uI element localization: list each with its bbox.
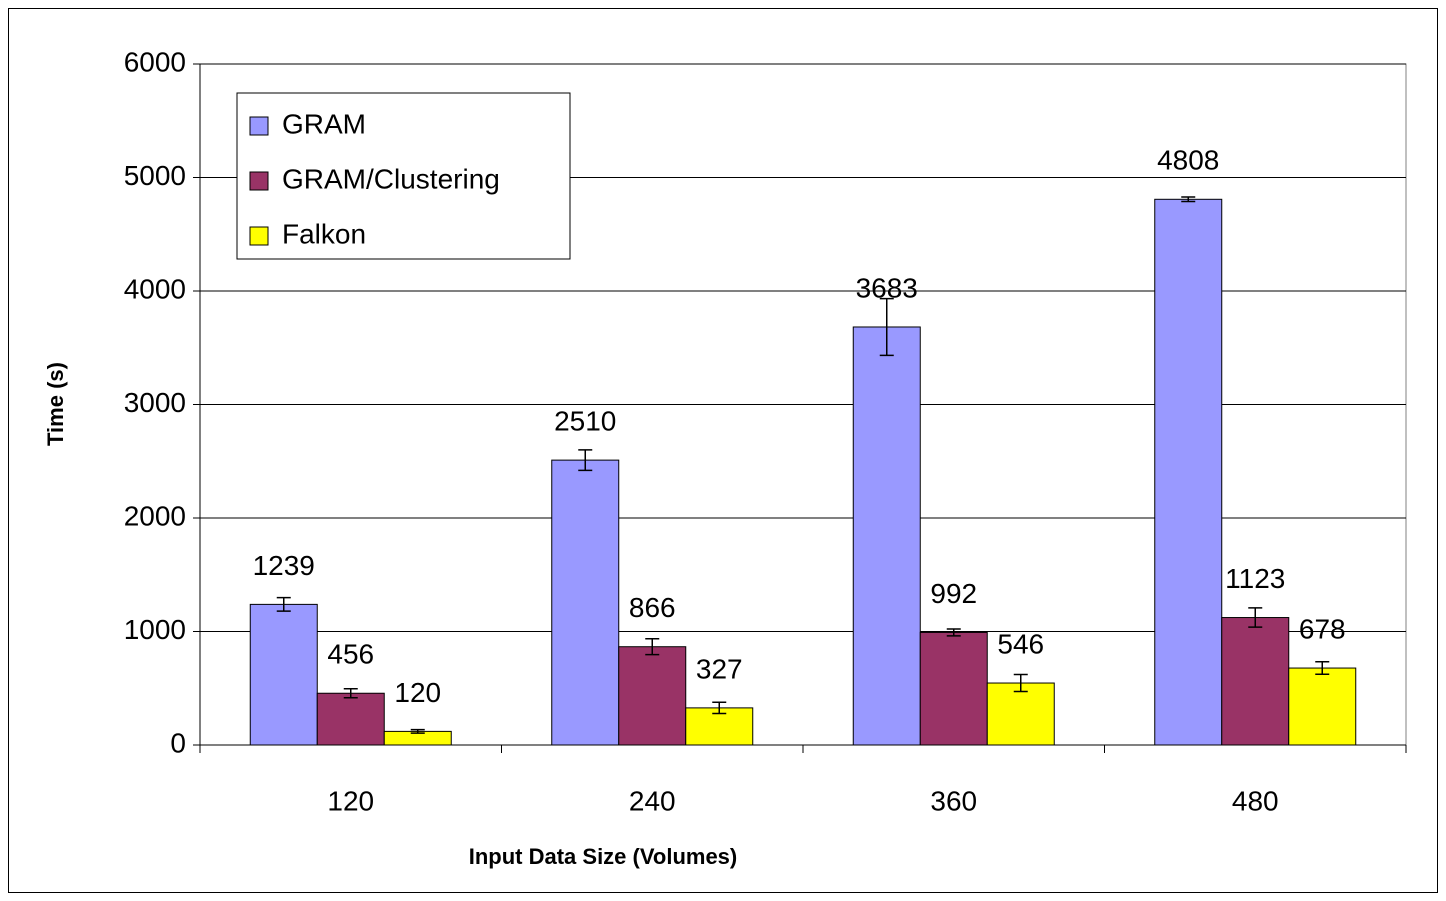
error-bar — [946, 628, 961, 637]
data-label: 866 — [629, 592, 676, 623]
x-axis-title: Input Data Size (Volumes) — [469, 844, 738, 869]
y-tick-label: 3000 — [124, 387, 186, 418]
error-bar — [578, 449, 593, 472]
y-tick-label: 5000 — [124, 160, 186, 191]
data-label: 456 — [327, 639, 374, 670]
y-tick-label: 6000 — [124, 46, 186, 77]
data-label: 120 — [394, 677, 441, 708]
legend-label: GRAM — [282, 108, 366, 139]
error-bar — [1013, 673, 1028, 693]
legend-label: Falkon — [282, 218, 366, 249]
error-bar — [1315, 661, 1330, 676]
data-label: 2510 — [554, 406, 616, 437]
bar — [852, 326, 921, 746]
bar — [1221, 617, 1290, 746]
data-label: 4808 — [1157, 145, 1219, 176]
bar — [551, 459, 620, 746]
error-bar — [712, 701, 727, 715]
bar — [919, 631, 988, 746]
error-bar — [276, 596, 291, 612]
bar — [316, 692, 385, 746]
error-bar — [879, 297, 894, 357]
bar — [1154, 198, 1223, 746]
legend-box — [236, 92, 571, 260]
data-label: 327 — [696, 653, 743, 684]
legend-swatch — [249, 226, 269, 246]
y-tick-label: 2000 — [124, 500, 186, 531]
x-tick-label: 480 — [1232, 785, 1279, 816]
bar — [986, 682, 1055, 746]
error-bar — [1181, 196, 1196, 203]
data-label: 546 — [997, 628, 1044, 659]
bar — [1288, 667, 1357, 746]
data-label: 1123 — [1225, 563, 1285, 594]
data-label: 992 — [930, 578, 977, 609]
legend-label: GRAM/Clustering — [282, 163, 500, 194]
error-bar — [410, 728, 425, 734]
legend-swatch — [249, 116, 269, 136]
y-tick-label: 4000 — [124, 273, 186, 304]
y-tick-label: 1000 — [124, 614, 186, 645]
error-bar — [1248, 607, 1263, 628]
y-axis-title: Time (s) — [43, 362, 68, 446]
error-bar — [645, 638, 660, 656]
error-bar — [343, 687, 358, 699]
x-tick-label: 360 — [930, 785, 977, 816]
data-label: 3683 — [856, 272, 918, 303]
legend-swatch — [249, 171, 269, 191]
data-label: 1239 — [253, 550, 315, 581]
bar — [618, 646, 687, 746]
x-tick-label: 120 — [327, 785, 374, 816]
data-label: 678 — [1299, 613, 1346, 644]
y-tick-label: 0 — [170, 727, 186, 758]
x-tick-label: 240 — [629, 785, 676, 816]
bar — [249, 603, 318, 746]
